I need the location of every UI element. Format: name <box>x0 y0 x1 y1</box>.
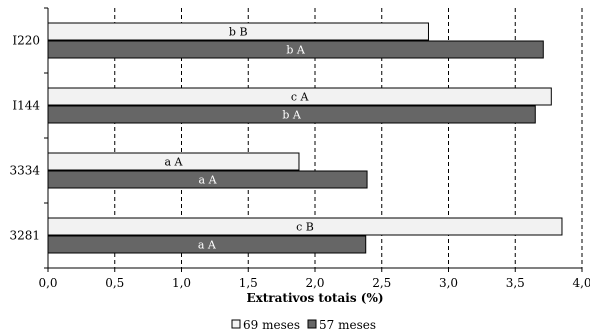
bars: b B b A c A b A a A a A c B a A <box>47 22 563 254</box>
x-tick-label: 4,0 <box>572 276 590 290</box>
category-labels: I220 I144 3334 3281 <box>9 7 48 269</box>
legend: 69 meses 57 meses <box>231 318 376 332</box>
bar-label: a A <box>199 174 218 187</box>
x-axis-title: Extrativos totais (%) <box>246 291 383 305</box>
legend-label: 69 meses <box>243 318 300 332</box>
bar-label: c A <box>291 91 310 104</box>
category-label: I144 <box>12 99 40 113</box>
legend-swatch <box>231 319 241 329</box>
bar-label: c B <box>296 221 314 234</box>
x-tick-label: 2,0 <box>305 276 324 290</box>
category-label: 3334 <box>9 164 40 178</box>
category-label: I220 <box>12 34 40 48</box>
legend-label: 57 meses <box>319 318 376 332</box>
x-ticks: 0,0 0,5 1,0 1,5 2,0 2,5 3,0 3,5 4,0 <box>38 268 590 290</box>
x-tick-label: 1,0 <box>172 276 191 290</box>
bar-label: a A <box>198 239 217 252</box>
x-tick-label: 3,0 <box>439 276 458 290</box>
bar-label: b B <box>229 26 248 39</box>
x-tick-label: 2,5 <box>372 276 391 290</box>
legend-swatch <box>307 319 317 329</box>
bar-label: b A <box>286 44 306 57</box>
x-tick-label: 0,5 <box>105 276 124 290</box>
x-tick-label: 0,0 <box>38 276 57 290</box>
bar-label: a A <box>164 156 183 169</box>
x-tick-label: 1,5 <box>239 276 258 290</box>
x-tick-label: 3,5 <box>506 276 525 290</box>
bar-label: b A <box>282 109 302 122</box>
category-label: 3281 <box>9 229 40 243</box>
